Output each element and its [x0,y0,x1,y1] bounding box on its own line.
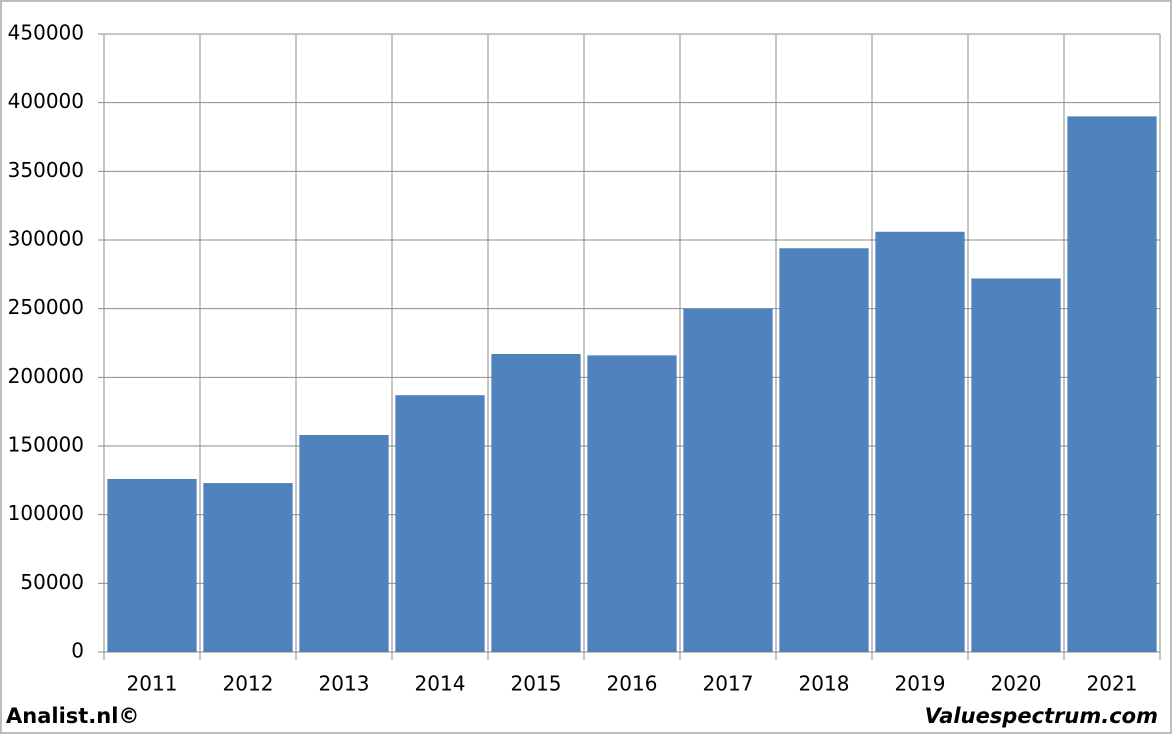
bar [395,395,485,652]
bar [683,308,773,652]
x-tick-label: 2014 [415,672,466,696]
y-tick-label: 50000 [20,570,84,594]
y-tick-label: 350000 [8,158,84,182]
bar [299,435,389,652]
x-tick-label: 2016 [607,672,658,696]
y-tick-label: 450000 [8,21,84,45]
bar [203,483,293,652]
y-tick-label: 200000 [8,364,84,388]
bar [779,248,869,653]
x-tick-label: 2012 [223,672,274,696]
bar [491,353,581,652]
x-tick-label: 2013 [319,672,370,696]
x-tick-label: 2011 [127,672,178,696]
bar [875,231,965,652]
x-tick-label: 2017 [703,672,754,696]
y-tick-label: 100000 [8,501,84,525]
x-tick-label: 2019 [895,672,946,696]
x-tick-label: 2021 [1087,672,1138,696]
x-tick-label: 2020 [991,672,1042,696]
x-tick-label: 2015 [511,672,562,696]
footer-left: Analist.nl© [6,704,139,728]
y-tick-label: 0 [71,639,84,663]
bar [1067,116,1157,652]
y-tick-label: 300000 [8,227,84,251]
bar [971,278,1061,652]
bar [587,355,677,652]
bar [107,478,197,652]
footer-right: Valuespectrum.com [925,704,1158,728]
y-tick-label: 250000 [8,295,84,319]
x-tick-label: 2018 [799,672,850,696]
y-tick-label: 400000 [8,89,84,113]
y-tick-label: 150000 [8,433,84,457]
